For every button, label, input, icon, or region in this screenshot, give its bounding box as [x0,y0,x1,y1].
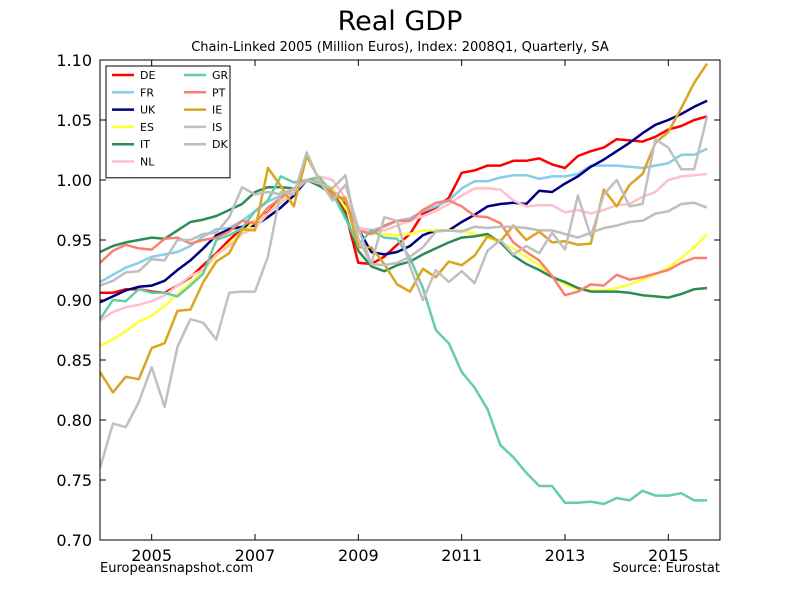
y-tick-label: 1.05 [56,111,92,130]
x-tick-label: 2005 [131,546,172,565]
y-tick-label: 0.85 [56,351,92,370]
y-tick-label: 0.95 [56,231,92,250]
footer-website: Europeansnapshot.com [100,561,254,576]
legend-label-nl: NL [140,156,155,169]
x-tick-label: 2015 [648,546,689,565]
series-line-es [100,178,708,347]
y-tick-label: 0.75 [56,471,92,490]
y-tick-label: 0.80 [56,411,92,430]
legend-label-it: IT [140,138,150,151]
chart-title: Real GDP [337,6,463,37]
series-line-pt [100,178,708,297]
legend-label-fr: FR [140,86,154,99]
series-line-gr [100,175,708,506]
y-tick-label: 1.00 [56,171,92,190]
legend-label-es: ES [140,121,154,134]
footer-source: Source: Eurostat [612,561,720,576]
axis-layer: 2005 2007 2009 2011 2013 2015 0.70 0.75 0.80 0.85… [56,51,720,565]
series-line-nl [100,172,708,322]
x-tick-label: 2007 [235,546,276,565]
x-tick-label: 2011 [441,546,482,565]
legend-label-pt: PT [212,86,226,99]
legend-box [105,65,231,179]
legend: DE FR UK ES IT NL GR PT IE IS DK [105,65,231,179]
chart-subtitle: Chain-Linked 2005 (Million Euros), Index… [191,40,609,55]
legend-label-gr: GR [212,69,229,82]
series-line-is [100,116,709,469]
y-tick-label: 1.10 [56,51,92,70]
x-tick-label: 2009 [338,546,379,565]
y-tick-label: 0.70 [56,531,92,550]
legend-label-de: DE [140,69,155,82]
y-tick-label: 0.90 [56,291,92,310]
series-line-dk [100,173,708,287]
series-line-it [100,178,708,299]
x-tick-label: 2013 [545,546,586,565]
legend-label-is: IS [212,121,222,134]
series-layer [100,62,709,506]
legend-label-dk: DK [212,138,228,151]
legend-label-uk: UK [140,104,156,117]
legend-label-ie: IE [212,104,222,117]
